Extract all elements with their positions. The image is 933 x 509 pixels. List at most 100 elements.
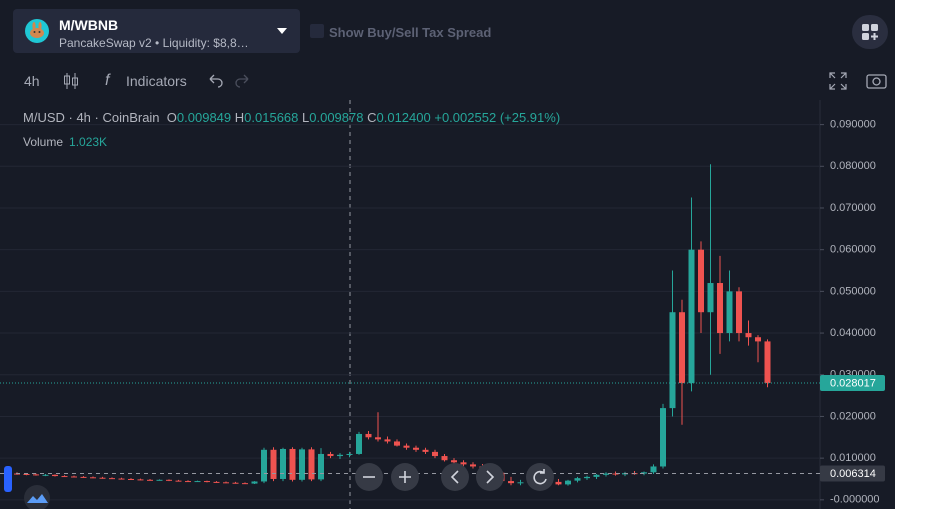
candle-body	[356, 433, 362, 454]
last-price-label: 0.028017	[830, 377, 876, 389]
candle-body	[147, 479, 153, 481]
candle-body	[128, 478, 134, 480]
candle-body	[641, 472, 647, 474]
candle-body	[755, 337, 761, 342]
candle-body	[118, 478, 125, 480]
candle-body	[726, 291, 733, 334]
candle-body	[460, 462, 467, 465]
candle-body	[679, 312, 685, 384]
candle-body	[337, 454, 343, 457]
candle-body	[403, 445, 410, 448]
candle-body	[223, 482, 229, 484]
candle-body	[194, 481, 201, 483]
candle-body	[109, 478, 115, 480]
candle-body	[327, 453, 334, 457]
candle-body	[432, 451, 438, 457]
candle-body	[308, 449, 315, 480]
candle-body	[451, 460, 457, 463]
legend-change: +0.002552	[434, 110, 497, 125]
candle-body	[764, 341, 771, 384]
volume-legend: Volume 1.023K	[23, 135, 107, 149]
legend-close: 0.012400	[376, 110, 431, 125]
candle-body	[375, 437, 381, 440]
candle-body	[156, 479, 163, 481]
candle-body	[688, 249, 695, 384]
candle-body	[365, 433, 372, 438]
y-tick-label: 0.090000	[830, 119, 876, 131]
checkbox-label[interactable]: Show Buy/Sell Tax Spread	[329, 25, 492, 40]
legend-open: 0.009849	[176, 110, 232, 125]
candle-body	[299, 449, 305, 480]
y-tick-label: 0.020000	[830, 410, 876, 422]
legend-low: 0.009878	[309, 110, 364, 125]
candle-body	[71, 476, 77, 478]
candle-body	[470, 464, 476, 467]
chart: 0.090000 0.080000 0.070000 0.060000 0.050000…	[0, 100, 885, 509]
volume-label: Volume	[23, 135, 64, 149]
candle-body	[52, 474, 58, 477]
legend-l-label: L	[302, 110, 310, 125]
candle-body	[14, 473, 20, 475]
candle-body	[508, 481, 514, 484]
legend-title: M/USD · 4h · CoinBrain	[23, 110, 160, 125]
y-tick-label: 0.010000	[830, 452, 876, 464]
candle-body	[745, 333, 752, 338]
candle-body	[204, 481, 210, 483]
svg-text:f: f	[105, 72, 111, 89]
candle-body	[80, 476, 87, 478]
candle-body	[394, 441, 400, 446]
chart-controls[interactable]	[352, 460, 562, 494]
candle-body	[574, 478, 581, 481]
candle-body	[99, 477, 106, 479]
candle-body	[289, 448, 296, 480]
legend-o-label: O	[166, 110, 177, 125]
menu-button[interactable]	[852, 15, 888, 49]
legend-h-label: H	[234, 110, 245, 125]
candle-body	[565, 480, 571, 485]
candle-body	[346, 453, 353, 455]
candle-body	[584, 476, 590, 479]
candle-body	[698, 249, 704, 313]
candle-body	[166, 479, 172, 481]
last-price-tag	[820, 375, 885, 392]
indicators-button[interactable]: Indicators	[126, 73, 187, 89]
chart-type-button[interactable]	[62, 71, 80, 91]
candle-body	[185, 481, 191, 483]
candle-body	[660, 408, 666, 467]
candle-body	[707, 283, 714, 313]
undo-redo[interactable]	[206, 73, 252, 89]
candle-body	[441, 456, 448, 461]
candle-body	[251, 481, 258, 484]
candle-body	[612, 473, 619, 475]
interval-button[interactable]: 4h	[24, 73, 40, 89]
y-tick-label: -0.000000	[830, 494, 880, 506]
candle-body	[232, 482, 239, 484]
candle-body	[175, 480, 182, 482]
legend-change-pct: (+25.91%)	[499, 110, 561, 125]
fx-icon: f	[105, 72, 111, 89]
pancake-logo	[25, 19, 49, 43]
candle-body	[61, 476, 68, 478]
y-tick-label: 0.050000	[830, 285, 876, 297]
fullscreen-screenshot[interactable]	[829, 72, 889, 90]
candle-body	[422, 449, 429, 452]
legend-c-label: C	[367, 110, 377, 125]
candle-body	[90, 477, 96, 479]
candle-body	[603, 473, 609, 475]
candle-body	[736, 291, 742, 334]
candle-body	[33, 474, 39, 476]
dropdown-arrow	[277, 28, 287, 34]
logo-tab[interactable]	[4, 466, 54, 509]
y-tick-label: 0.040000	[830, 327, 876, 339]
candle-body	[717, 283, 723, 334]
pair-selector[interactable]: M/WBNB PancakeSwap v2 • Liquidity: $8,8…	[13, 9, 300, 53]
candle-body	[242, 483, 248, 485]
candle-body	[23, 473, 30, 475]
crosshair-label: 0.006314	[830, 468, 876, 480]
candle-body	[593, 474, 600, 477]
candle-body	[384, 439, 391, 442]
volume-value: 1.023K	[69, 135, 108, 149]
candle-body	[270, 449, 277, 479]
y-tick-label: 0.070000	[830, 202, 876, 214]
checkbox[interactable]	[310, 24, 324, 38]
